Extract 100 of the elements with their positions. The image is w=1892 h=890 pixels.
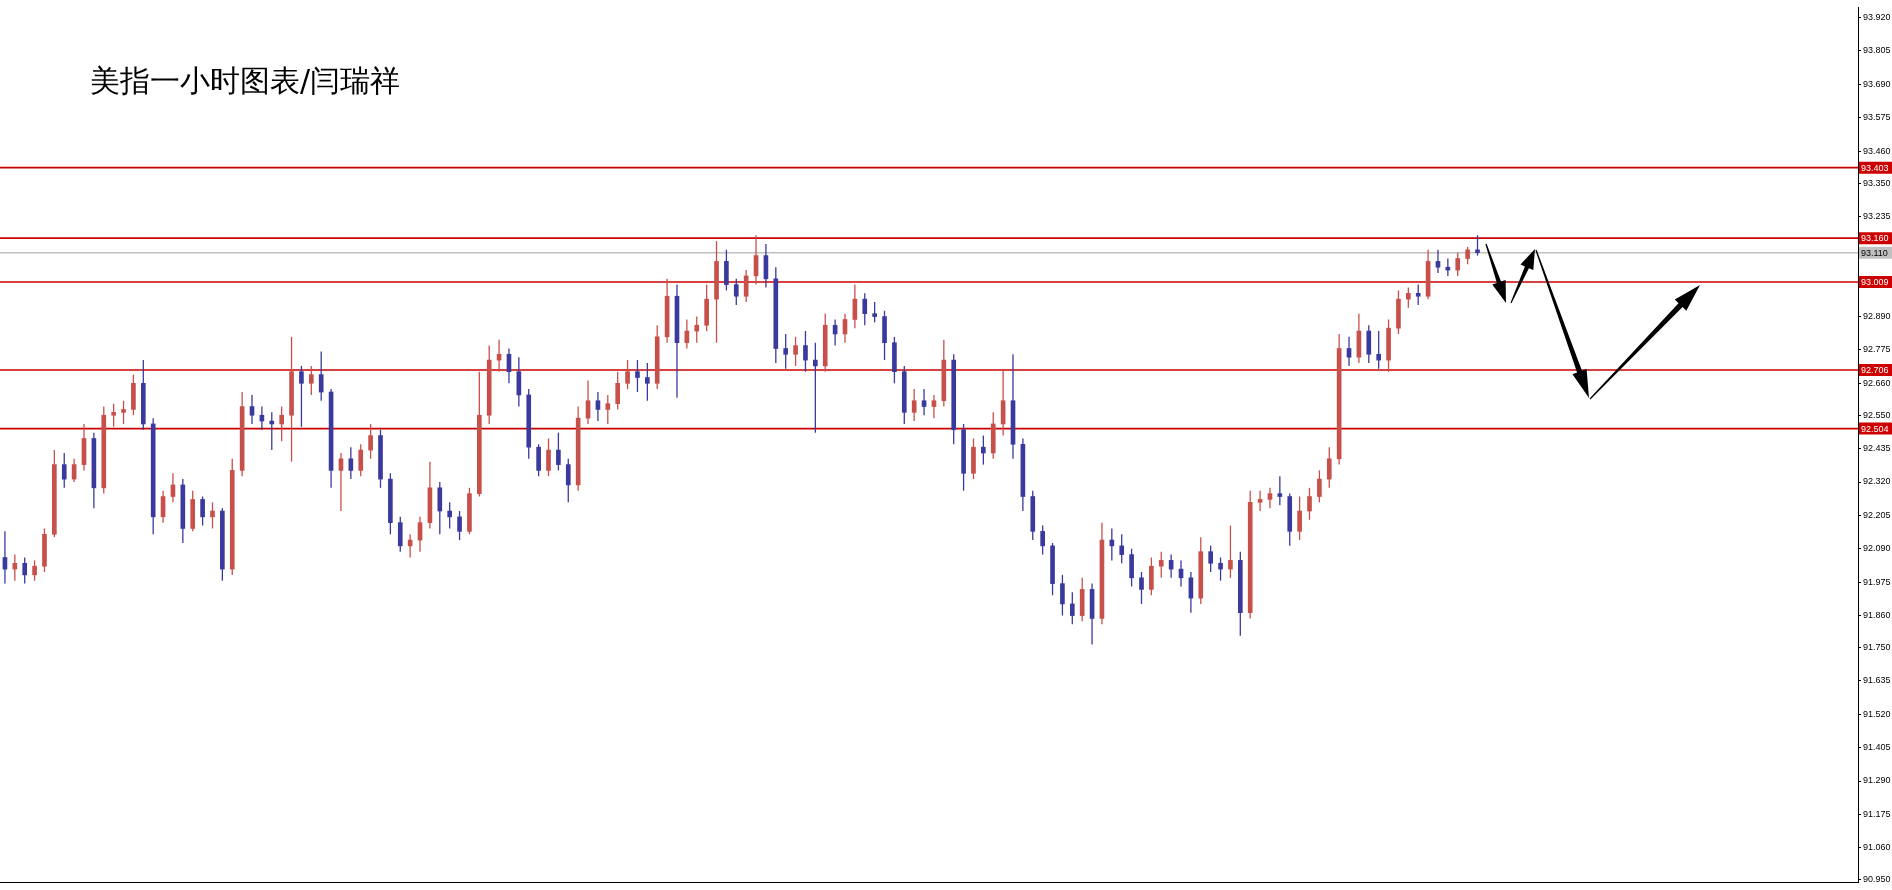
candlestick	[595, 391, 601, 422]
candlestick	[1415, 283, 1421, 306]
y-tick-label: 92.660	[1863, 377, 1891, 388]
y-tick-label: 93.805	[1863, 45, 1891, 56]
y-tick-label: 93.235	[1863, 210, 1891, 221]
candlestick	[1129, 548, 1134, 588]
candlestick	[694, 315, 700, 344]
y-tick-label: 91.860	[1863, 610, 1891, 621]
candlestick	[625, 359, 630, 390]
candlestick	[437, 481, 443, 535]
candlestick	[1297, 495, 1302, 541]
candlestick	[1326, 446, 1332, 489]
candlestick	[1149, 556, 1154, 596]
candlestick	[299, 365, 304, 428]
y-tick-label: 92.435	[1863, 443, 1891, 454]
candlestick	[318, 350, 324, 402]
candlestick	[12, 553, 18, 582]
candlestick	[536, 443, 541, 477]
candlestick	[1069, 591, 1075, 625]
y-tick-label: 90.950	[1863, 874, 1891, 885]
candlestick	[61, 452, 67, 489]
candlestick	[565, 458, 571, 503]
candlestick	[1267, 487, 1273, 509]
candlestick	[605, 394, 611, 425]
candlestick	[1139, 571, 1144, 605]
y-tick-label: 91.175	[1863, 808, 1891, 819]
y-tick-label: 93.350	[1863, 177, 1891, 188]
candlestick	[279, 405, 284, 443]
ref-line-label: 92.504	[1861, 423, 1889, 434]
candlestick	[1208, 545, 1213, 573]
candlestick	[921, 388, 927, 416]
candlestick	[1346, 336, 1352, 367]
candlestick	[1317, 469, 1322, 503]
candlestick	[635, 359, 640, 393]
candlestick	[200, 495, 205, 527]
candlestick	[813, 342, 818, 434]
ref-line-label: 93.160	[1861, 233, 1889, 244]
y-tick-label: 91.060	[1863, 842, 1891, 853]
candlestick	[457, 510, 462, 541]
candlestick	[1475, 234, 1480, 257]
y-tick-label: 92.320	[1863, 476, 1891, 487]
text: 美指一小时图表/闫瑞祥	[90, 63, 401, 98]
candlestick	[733, 278, 739, 306]
candlestick	[1218, 556, 1223, 582]
candlestick	[1376, 330, 1382, 370]
candlestick	[397, 516, 403, 553]
candlestick	[1366, 324, 1372, 364]
candlestick	[793, 336, 798, 367]
candlestick	[308, 365, 314, 396]
candlestick	[348, 446, 354, 480]
y-tick-label: 92.205	[1863, 509, 1891, 520]
y-tick-label: 92.890	[1863, 311, 1891, 322]
y-tick-label: 92.550	[1863, 409, 1891, 420]
candlestick	[872, 301, 877, 324]
candlestick	[645, 362, 650, 402]
candlestick	[1040, 524, 1045, 556]
candlestick	[1119, 533, 1125, 564]
candlestick	[803, 330, 808, 373]
y-tick-label: 93.460	[1863, 145, 1891, 156]
candlestick	[121, 400, 126, 425]
ref-line-label: 93.009	[1861, 276, 1889, 287]
candlestick	[338, 452, 344, 512]
candlestick	[1257, 490, 1263, 512]
candlestick	[546, 437, 551, 477]
candlestick	[1228, 524, 1233, 579]
candlestick	[1455, 252, 1461, 277]
candlestick	[249, 394, 255, 425]
candlestick	[1158, 551, 1164, 579]
candlestick	[22, 556, 28, 585]
candlestick	[981, 434, 986, 466]
ref-line-label: 93.110	[1861, 247, 1888, 258]
candlestick	[1405, 286, 1411, 309]
candlestick	[783, 333, 789, 370]
candlestick	[1435, 249, 1441, 274]
y-tick-label: 91.975	[1863, 576, 1891, 587]
candlestick	[1277, 475, 1283, 506]
candlestick	[32, 559, 37, 582]
candlestick	[862, 292, 868, 326]
y-tick-label: 91.520	[1863, 708, 1891, 719]
y-tick-label: 91.290	[1863, 775, 1891, 786]
candlestick	[615, 371, 621, 411]
candlestick	[368, 423, 373, 460]
y-tick-label: 93.575	[1863, 112, 1891, 123]
ref-line-label: 93.403	[1861, 162, 1889, 173]
y-tick-label: 93.690	[1863, 78, 1891, 89]
y-tick-label: 92.775	[1863, 344, 1891, 355]
y-tick-label: 93.920	[1863, 12, 1891, 23]
candlestick	[447, 501, 453, 530]
ref-line-label: 92.706	[1861, 364, 1889, 375]
y-tick-label: 91.405	[1863, 742, 1891, 753]
y-tick-label: 91.635	[1863, 675, 1891, 686]
candlestick	[724, 249, 729, 292]
candlestick	[111, 402, 116, 428]
candlestick	[556, 432, 561, 472]
y-tick-label: 92.090	[1863, 543, 1891, 554]
candlestick	[911, 388, 917, 422]
candlestick	[210, 501, 215, 530]
candlestick	[1060, 574, 1065, 617]
candlestick	[931, 394, 937, 419]
y-tick-label: 91.750	[1863, 641, 1891, 652]
